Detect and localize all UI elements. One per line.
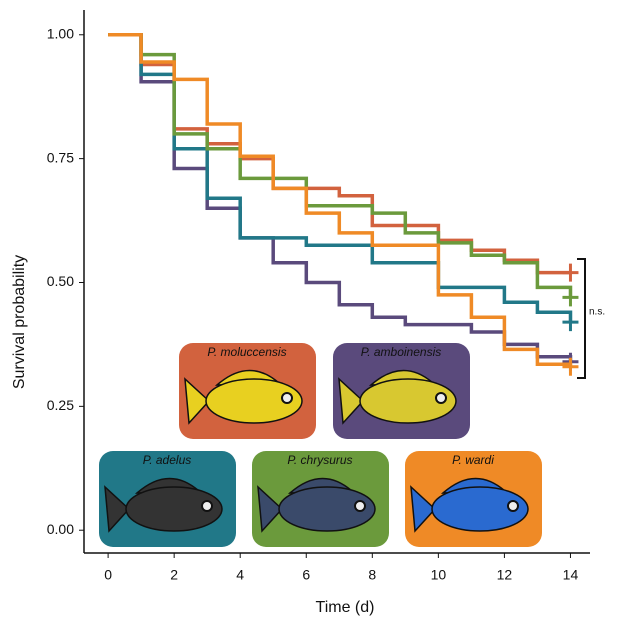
fish-tail — [184, 377, 211, 425]
y-axis-label: Survival probability — [11, 255, 28, 389]
legend-item: P. chrysurus — [252, 451, 389, 547]
fish-body — [205, 378, 303, 424]
fish-eye — [281, 392, 293, 404]
fish-body — [359, 378, 457, 424]
x-axis-label: Time (d) — [316, 599, 375, 616]
x-tick-label: 0 — [104, 567, 112, 583]
fish-body — [278, 486, 376, 532]
legend-item: P. moluccensis — [179, 343, 316, 439]
fish-tail — [410, 485, 437, 533]
x-tick-label: 12 — [497, 567, 513, 583]
fish-eye — [201, 500, 213, 512]
censor-mark — [562, 357, 579, 376]
legend-item: P. adelus — [99, 451, 236, 547]
y-tick-label: 0.00 — [47, 521, 74, 537]
annotation: n.s. — [589, 307, 605, 318]
legend-item: P. wardi — [405, 451, 542, 547]
x-tick-label: 4 — [236, 567, 244, 583]
legend-label: P. wardi — [452, 453, 494, 467]
fish-eye — [354, 500, 366, 512]
x-tick-label: 6 — [302, 567, 310, 583]
fish-body — [431, 486, 529, 532]
y-tick-label: 0.50 — [47, 273, 74, 289]
fish-tail — [257, 485, 284, 533]
censor-mark — [562, 288, 579, 307]
legend-label: P. adelus — [143, 453, 192, 467]
censor-mark — [562, 313, 579, 332]
x-tick-label: 14 — [563, 567, 579, 583]
legend-label: P. chrysurus — [287, 453, 352, 467]
censor-mark — [562, 263, 579, 282]
x-tick-label: 8 — [368, 567, 376, 583]
survival-line — [108, 33, 573, 323]
survival-line — [108, 33, 573, 362]
fish-eye — [435, 392, 447, 404]
x-tick-label: 2 — [170, 567, 178, 583]
y-tick-label: 1.00 — [47, 25, 74, 41]
y-tick-label: 0.75 — [47, 149, 74, 165]
fish-body — [125, 486, 223, 532]
fish-eye — [507, 500, 519, 512]
survival-line — [108, 33, 573, 298]
legend-item: P. amboinensis — [333, 343, 470, 439]
x-tick-label: 10 — [431, 567, 447, 583]
legend-label: P. moluccensis — [207, 345, 286, 359]
legend-label: P. amboinensis — [361, 345, 442, 359]
fish-tail — [104, 485, 131, 533]
fish-tail — [338, 377, 365, 425]
survival-line — [108, 33, 571, 275]
significance-bracket — [577, 258, 586, 379]
y-tick-label: 0.25 — [47, 397, 74, 413]
survival-line — [108, 33, 573, 367]
